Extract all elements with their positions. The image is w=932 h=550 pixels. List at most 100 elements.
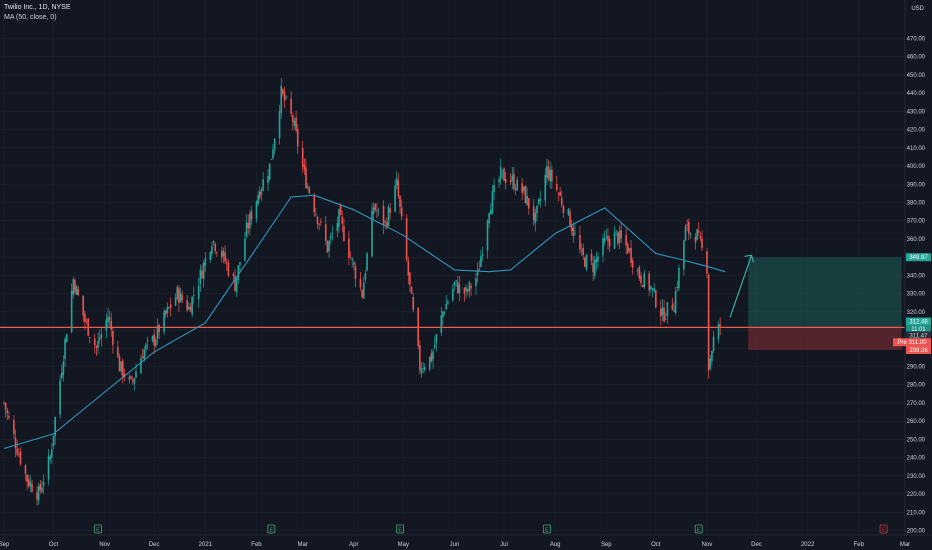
candle — [31, 479, 33, 493]
price-tick-label: 430.00 — [907, 109, 926, 115]
candle-body — [366, 253, 368, 271]
candle-body — [440, 315, 443, 333]
candle-body — [663, 307, 665, 322]
candle — [224, 245, 226, 264]
candle-body — [613, 232, 616, 249]
candle — [686, 219, 688, 232]
candle — [412, 292, 415, 313]
candle — [659, 300, 662, 326]
candle — [458, 275, 461, 302]
candle — [595, 251, 598, 271]
candle — [428, 356, 431, 372]
candle-body — [395, 178, 398, 186]
candle-body — [290, 98, 292, 114]
candle-body — [285, 97, 287, 98]
candle — [166, 302, 169, 318]
candle-body — [364, 273, 367, 280]
candle-body — [232, 273, 235, 276]
candle — [82, 295, 85, 323]
candle-body — [397, 180, 400, 197]
candle-body — [688, 221, 690, 234]
candle-body — [140, 358, 142, 374]
candle-body — [308, 187, 311, 194]
candle — [374, 202, 377, 212]
candle-body — [145, 344, 147, 350]
candle-body — [466, 289, 469, 292]
price-tag-text: 312.48 — [909, 320, 928, 326]
candle — [117, 341, 119, 359]
candle — [501, 169, 504, 180]
candle — [163, 308, 165, 335]
candle — [316, 215, 319, 230]
candle-body — [615, 230, 618, 232]
candle — [143, 346, 146, 362]
candle-body — [559, 192, 561, 196]
candle — [689, 232, 692, 239]
candle — [305, 158, 307, 189]
candle-body — [326, 240, 329, 253]
candle — [592, 255, 594, 281]
candle-body — [676, 287, 679, 288]
candle — [278, 104, 281, 145]
candle-body — [141, 356, 144, 359]
candle-body — [389, 208, 391, 214]
candle — [377, 208, 380, 217]
candle — [295, 110, 297, 133]
candle — [560, 190, 563, 208]
candle — [585, 253, 588, 272]
candle — [133, 377, 136, 391]
candle — [110, 312, 113, 337]
time-tick-label: Jun — [450, 542, 460, 548]
candle-body — [118, 356, 121, 372]
candle-body — [407, 261, 410, 276]
candle — [664, 312, 667, 321]
candle-body — [26, 474, 28, 482]
candle-body — [605, 236, 608, 238]
time-tick-label: Mar — [900, 542, 910, 548]
candle — [216, 251, 218, 257]
candle-body — [354, 266, 357, 280]
candle — [701, 230, 703, 252]
candle — [244, 231, 246, 262]
candle-body — [176, 287, 179, 299]
candle — [364, 269, 367, 284]
candle — [98, 329, 101, 344]
candle — [430, 349, 433, 363]
candle — [174, 293, 177, 307]
candle — [648, 270, 651, 297]
price-tag-text: 11:01 — [911, 327, 926, 333]
candle — [371, 203, 373, 258]
candle — [29, 475, 32, 493]
candle-body — [255, 201, 258, 219]
candle-body — [224, 252, 226, 262]
price-tick-label: 210.00 — [907, 510, 926, 516]
candle-body — [549, 169, 552, 182]
candle — [523, 186, 525, 195]
candle-body — [135, 371, 137, 378]
candle-body — [105, 319, 108, 331]
candle-body — [239, 261, 241, 265]
time-tick-label: 2022 — [801, 542, 815, 548]
candle-body — [584, 258, 586, 267]
candle-body — [386, 222, 388, 227]
symbol-title: Twilio Inc., 1D, NYSE — [4, 4, 71, 11]
candle-body — [556, 184, 558, 190]
candle — [443, 310, 446, 316]
candle — [574, 224, 576, 236]
candle-body — [650, 286, 652, 290]
time-tick-label: Mar — [298, 542, 308, 548]
candle — [36, 486, 38, 506]
candle-body — [39, 484, 42, 490]
position-zones — [748, 257, 902, 350]
candle-body — [75, 286, 78, 295]
time-tick-label: Feb — [854, 542, 865, 548]
time-tick-label: Dec — [751, 542, 762, 548]
candle-body — [674, 290, 677, 313]
candle — [420, 361, 423, 378]
candle-body — [112, 330, 114, 345]
candle-body — [719, 324, 721, 327]
candle-body — [245, 222, 248, 237]
candle-body — [222, 250, 225, 257]
candle-body — [697, 230, 700, 233]
